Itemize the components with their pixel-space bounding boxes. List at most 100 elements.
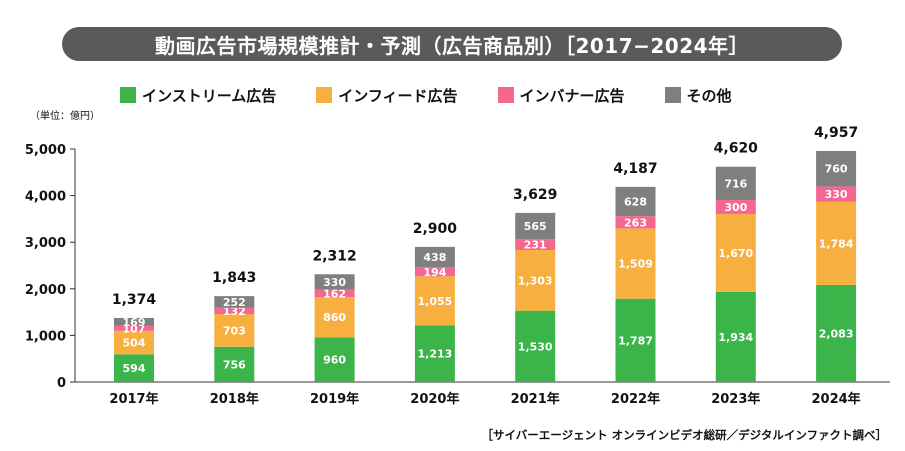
bar-segment-stream <box>816 284 857 382</box>
bar-segment-stream <box>214 346 255 382</box>
bar-segment-feed <box>715 214 756 292</box>
bar-segment-label: 628 <box>624 196 647 209</box>
bar-segment-other <box>715 166 756 201</box>
bar-segment-stream <box>615 298 656 382</box>
bar-segment-banner <box>214 307 255 315</box>
bar-total-label: 4,187 <box>613 161 657 177</box>
bar-segment-other <box>816 151 857 187</box>
legend-label-feed: インフィード広告 <box>338 86 458 105</box>
bar-segment-feed <box>816 201 857 285</box>
bar-segment-label: 330 <box>825 188 848 201</box>
bar-segment-label: 1,530 <box>518 340 553 353</box>
legend-swatch-other <box>664 87 681 103</box>
x-category-label: 2017年 <box>109 391 158 407</box>
bar-segment-feed <box>114 330 154 355</box>
x-category-label: 2018年 <box>210 391 259 407</box>
bar-total-label: 4,957 <box>814 125 858 141</box>
bar-segment-stream <box>314 337 355 382</box>
legend-swatch-stream <box>120 87 136 103</box>
bar-segment-label: 194 <box>423 266 446 279</box>
bar-segment-label: 231 <box>524 239 547 252</box>
legend-label-other: その他 <box>686 86 732 105</box>
bar-segment-label: 504 <box>123 337 146 350</box>
legend-swatch-feed <box>316 87 333 103</box>
bar-segment-banner <box>114 325 154 331</box>
unit-label: （単位：億円） <box>30 111 100 122</box>
bar-segment-label: 2,083 <box>819 327 854 340</box>
bar-segment-label: 760 <box>825 163 848 176</box>
bar-total-label: 3,629 <box>513 187 557 203</box>
bar-segment-other <box>214 296 255 308</box>
bar-total-label: 2,900 <box>413 221 458 237</box>
legend-swatch-banner <box>497 87 514 103</box>
y-tick-label: 1,000 <box>25 329 66 344</box>
bar-segment-label: 565 <box>524 220 547 233</box>
legend-label-stream: インストリーム広告 <box>142 86 277 105</box>
bar-segment-banner <box>414 267 455 277</box>
source-note: ［サイバーエージェント オンラインビデオ総研／デジタルインファクト調べ］ <box>481 428 887 442</box>
bar-total-label: 1,374 <box>112 292 157 308</box>
x-category-label: 2022年 <box>611 391 660 407</box>
bar-segment-feed <box>214 314 255 347</box>
bar-segment-banner <box>615 216 656 229</box>
x-category-label: 2021年 <box>511 391 560 407</box>
bar-segment-label: 263 <box>624 216 647 229</box>
x-category-label: 2023年 <box>711 391 760 407</box>
bar-segment-other <box>414 246 455 268</box>
bar-segment-label: 960 <box>323 354 346 367</box>
bar-segment-label: 1,213 <box>418 348 453 361</box>
bar-segment-other <box>515 212 556 240</box>
bar-segment-label: 1,670 <box>718 247 753 260</box>
bar-segment-label: 1,303 <box>518 274 553 287</box>
bar-segment-label: 132 <box>223 305 246 318</box>
bar-segment-feed <box>615 228 656 299</box>
y-tick-label: 3,000 <box>25 236 66 251</box>
bar-segment-stream <box>414 325 455 382</box>
bar-segment-label: 1,784 <box>819 237 854 250</box>
bar-segment-label: 438 <box>423 251 446 264</box>
bar-segment-label: 1,055 <box>418 295 453 308</box>
chart-title: 動画広告市場規模推計・予測（広告商品別）［2017−2024年］ <box>62 27 842 61</box>
bar-segment-label: 162 <box>323 287 346 300</box>
x-category-label: 2019年 <box>310 391 359 407</box>
bar-segment-label: 703 <box>223 324 246 337</box>
bar-segment-label: 594 <box>123 362 146 375</box>
bar-segment-feed <box>515 249 556 311</box>
bar-segment-stream <box>715 291 756 382</box>
bar-total-label: 2,312 <box>312 248 356 264</box>
bar-segment-feed <box>414 276 455 326</box>
bar-segment-label: 1,509 <box>618 258 653 271</box>
y-tick-label: 4,000 <box>25 190 66 205</box>
bar-segment-other <box>114 317 154 326</box>
bar-segment-label: 252 <box>223 296 246 309</box>
bar-segment-banner <box>715 200 756 215</box>
bar-segment-label: 169 <box>123 316 146 329</box>
bar-segment-label: 330 <box>323 276 346 289</box>
bar-segment-label: 300 <box>724 201 747 214</box>
legend-item-stream: インストリーム広告 <box>120 85 276 106</box>
bar-segment-banner <box>515 239 556 250</box>
bar-segment-label: 716 <box>724 177 747 190</box>
bar-segment-other <box>314 274 355 290</box>
bar-segment-label: 1,934 <box>718 331 753 344</box>
y-tick-label: 5,000 <box>25 143 66 158</box>
bar-total-label: 4,620 <box>714 141 759 157</box>
bar-segment-feed <box>314 297 355 338</box>
bar-segment-other <box>615 186 656 217</box>
bar-segment-label: 756 <box>223 358 246 371</box>
bar-total-label: 1,843 <box>212 270 256 286</box>
legend-item-banner: インバナー広告 <box>497 85 625 106</box>
bar-segment-stream <box>515 310 556 382</box>
x-category-label: 2024年 <box>812 391 861 407</box>
legend: インストリーム広告 インフィード広告 インバナー広告 その他 <box>120 84 732 106</box>
bar-segment-banner <box>314 289 355 298</box>
y-tick-label: 0 <box>57 376 66 391</box>
y-tick-label: 2,000 <box>25 283 66 298</box>
legend-item-other: その他 <box>664 85 732 106</box>
bar-segment-label: 1,787 <box>618 334 653 347</box>
x-category-label: 2020年 <box>410 391 459 407</box>
legend-item-feed: インフィード広告 <box>316 85 458 106</box>
bar-segment-banner <box>816 186 857 202</box>
legend-label-banner: インバナー広告 <box>519 86 625 105</box>
